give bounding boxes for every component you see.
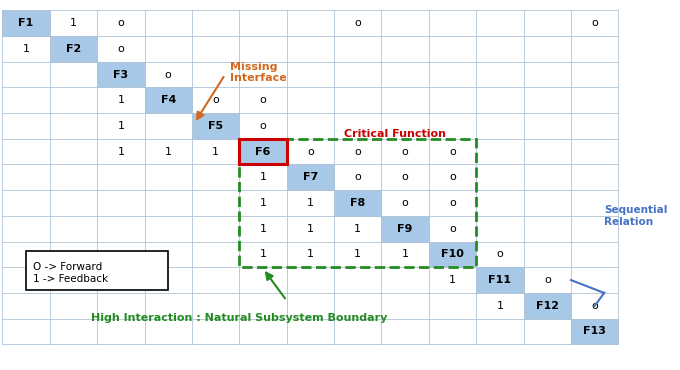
Text: o: o <box>354 147 361 157</box>
Text: F3: F3 <box>114 70 129 80</box>
Bar <box>334 190 381 216</box>
Text: Missing
Interface: Missing Interface <box>230 62 286 83</box>
Text: o: o <box>307 147 313 157</box>
Text: o: o <box>354 172 361 182</box>
Text: F7: F7 <box>303 172 318 182</box>
Text: o: o <box>449 147 456 157</box>
Text: F10: F10 <box>441 249 464 259</box>
Bar <box>239 139 287 164</box>
Text: 1: 1 <box>354 224 361 234</box>
Text: 1: 1 <box>354 249 361 259</box>
Text: o: o <box>402 147 409 157</box>
Text: 1: 1 <box>260 172 267 182</box>
Bar <box>287 164 334 190</box>
Text: 1: 1 <box>165 147 172 157</box>
Bar <box>26 250 168 290</box>
Text: o: o <box>354 18 361 28</box>
Text: F4: F4 <box>160 95 176 105</box>
Text: F6: F6 <box>255 147 271 157</box>
Text: o: o <box>449 172 456 182</box>
Bar <box>145 87 192 113</box>
Text: Sequential
Relation: Sequential Relation <box>605 205 668 227</box>
Text: F8: F8 <box>350 198 365 208</box>
Bar <box>571 319 618 344</box>
Text: o: o <box>592 18 598 28</box>
Text: o: o <box>260 95 267 105</box>
Text: o: o <box>212 95 219 105</box>
Text: F11: F11 <box>488 275 511 285</box>
Text: o: o <box>165 70 171 80</box>
Bar <box>381 216 429 242</box>
Text: 1: 1 <box>402 249 409 259</box>
Bar <box>50 36 97 62</box>
Text: o: o <box>544 275 551 285</box>
Text: 1: 1 <box>260 224 267 234</box>
Text: F9: F9 <box>398 224 413 234</box>
Text: F12: F12 <box>536 301 559 311</box>
Bar <box>429 242 476 267</box>
Text: 1: 1 <box>118 147 124 157</box>
Text: 1: 1 <box>118 95 124 105</box>
Bar <box>524 293 571 319</box>
Bar <box>476 267 524 293</box>
Text: 1: 1 <box>22 44 29 54</box>
Text: F5: F5 <box>208 121 223 131</box>
Text: 1: 1 <box>260 249 267 259</box>
Text: o: o <box>402 198 409 208</box>
Text: 1: 1 <box>70 18 77 28</box>
Text: o: o <box>260 121 267 131</box>
Text: F1: F1 <box>18 18 34 28</box>
Text: High Interaction : Natural Subsystem Boundary: High Interaction : Natural Subsystem Bou… <box>91 313 388 323</box>
Text: o: o <box>449 198 456 208</box>
Text: 1: 1 <box>449 275 456 285</box>
Text: o: o <box>449 224 456 234</box>
Text: 1: 1 <box>496 301 503 311</box>
Text: 1: 1 <box>260 198 267 208</box>
Text: 1: 1 <box>307 224 314 234</box>
Text: 1: 1 <box>118 121 124 131</box>
Bar <box>239 139 287 164</box>
Text: Critical Function: Critical Function <box>343 129 445 139</box>
Text: o: o <box>118 18 124 28</box>
Text: F2: F2 <box>66 44 81 54</box>
Text: o: o <box>402 172 409 182</box>
Text: F13: F13 <box>583 326 606 336</box>
Bar <box>192 113 239 139</box>
Bar <box>239 139 476 267</box>
Bar <box>2 10 50 36</box>
Text: o: o <box>592 301 598 311</box>
Text: o: o <box>118 44 124 54</box>
Text: o: o <box>496 249 503 259</box>
Text: 1: 1 <box>212 147 219 157</box>
Bar <box>97 62 145 87</box>
Text: O -> Forward
1 -> Feedback: O -> Forward 1 -> Feedback <box>33 262 108 284</box>
Text: 1: 1 <box>307 198 314 208</box>
Text: 1: 1 <box>307 249 314 259</box>
